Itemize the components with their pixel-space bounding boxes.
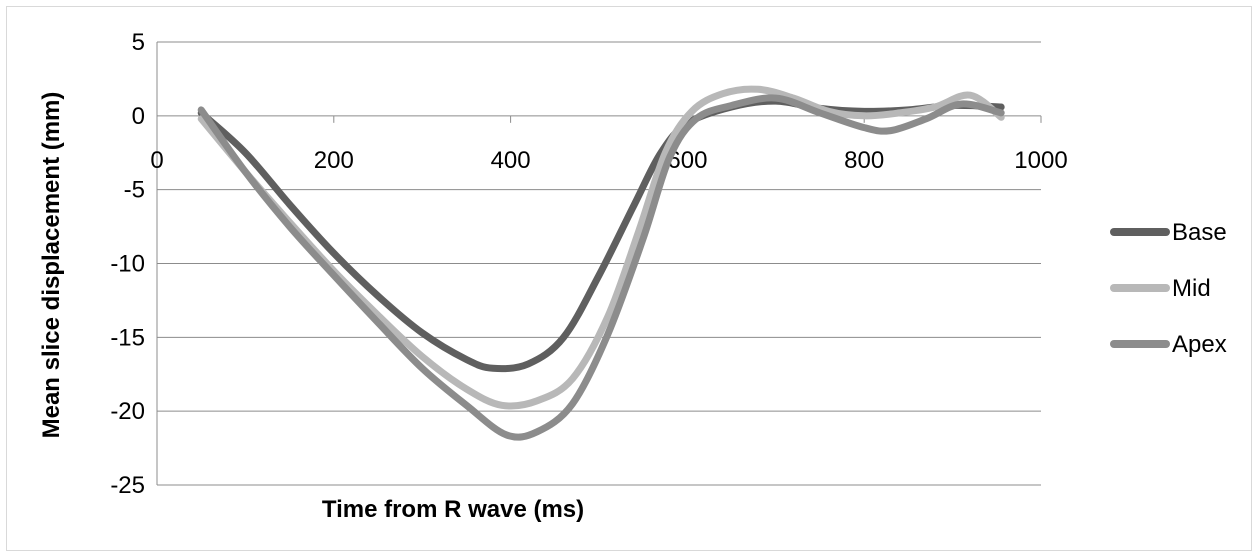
x-tick-label: 200	[314, 147, 354, 174]
y-axis: 5 0 -5 -10 -15 -20 -25	[110, 29, 145, 499]
y-axis-title: Mean slice displacement (mm)	[38, 92, 65, 439]
x-tick-label: 1000	[1014, 147, 1067, 174]
x-axis-title: Time from R wave (ms)	[322, 496, 584, 523]
y-tick-label: -25	[110, 472, 145, 499]
legend-label-apex: Apex	[1172, 331, 1227, 358]
legend-label-mid: Mid	[1172, 275, 1211, 302]
y-tick-label: -20	[110, 398, 145, 425]
x-tick-label: 800	[844, 147, 884, 174]
x-axis-tick-labels: 0 200 400 600 800 1000	[150, 147, 1067, 174]
y-tick-label: -10	[110, 251, 145, 278]
y-tick-label: -5	[124, 177, 145, 204]
series-lines	[197, 85, 1005, 441]
gridlines	[157, 41, 1041, 486]
legend: Base Mid Apex	[1110, 219, 1227, 358]
series-line-mid	[197, 85, 1005, 410]
series-line-base	[197, 97, 1005, 373]
y-tick-label: 0	[132, 103, 145, 130]
series-line-apex	[197, 94, 1005, 441]
y-tick-label: 5	[132, 29, 145, 56]
chart-frame: 5 0 -5 -10 -15 -20 -25 0 200 400 600 800 1000 Time …	[6, 6, 1252, 551]
line-chart: 50-5-10-15-20-25 0 200 400 600 800 1000 Time …	[38, 29, 1227, 523]
x-tick-label: 400	[491, 147, 531, 174]
y-tick-label: -15	[110, 324, 145, 351]
legend-label-base: Base	[1172, 219, 1227, 246]
x-tick-label: 0	[150, 147, 163, 174]
